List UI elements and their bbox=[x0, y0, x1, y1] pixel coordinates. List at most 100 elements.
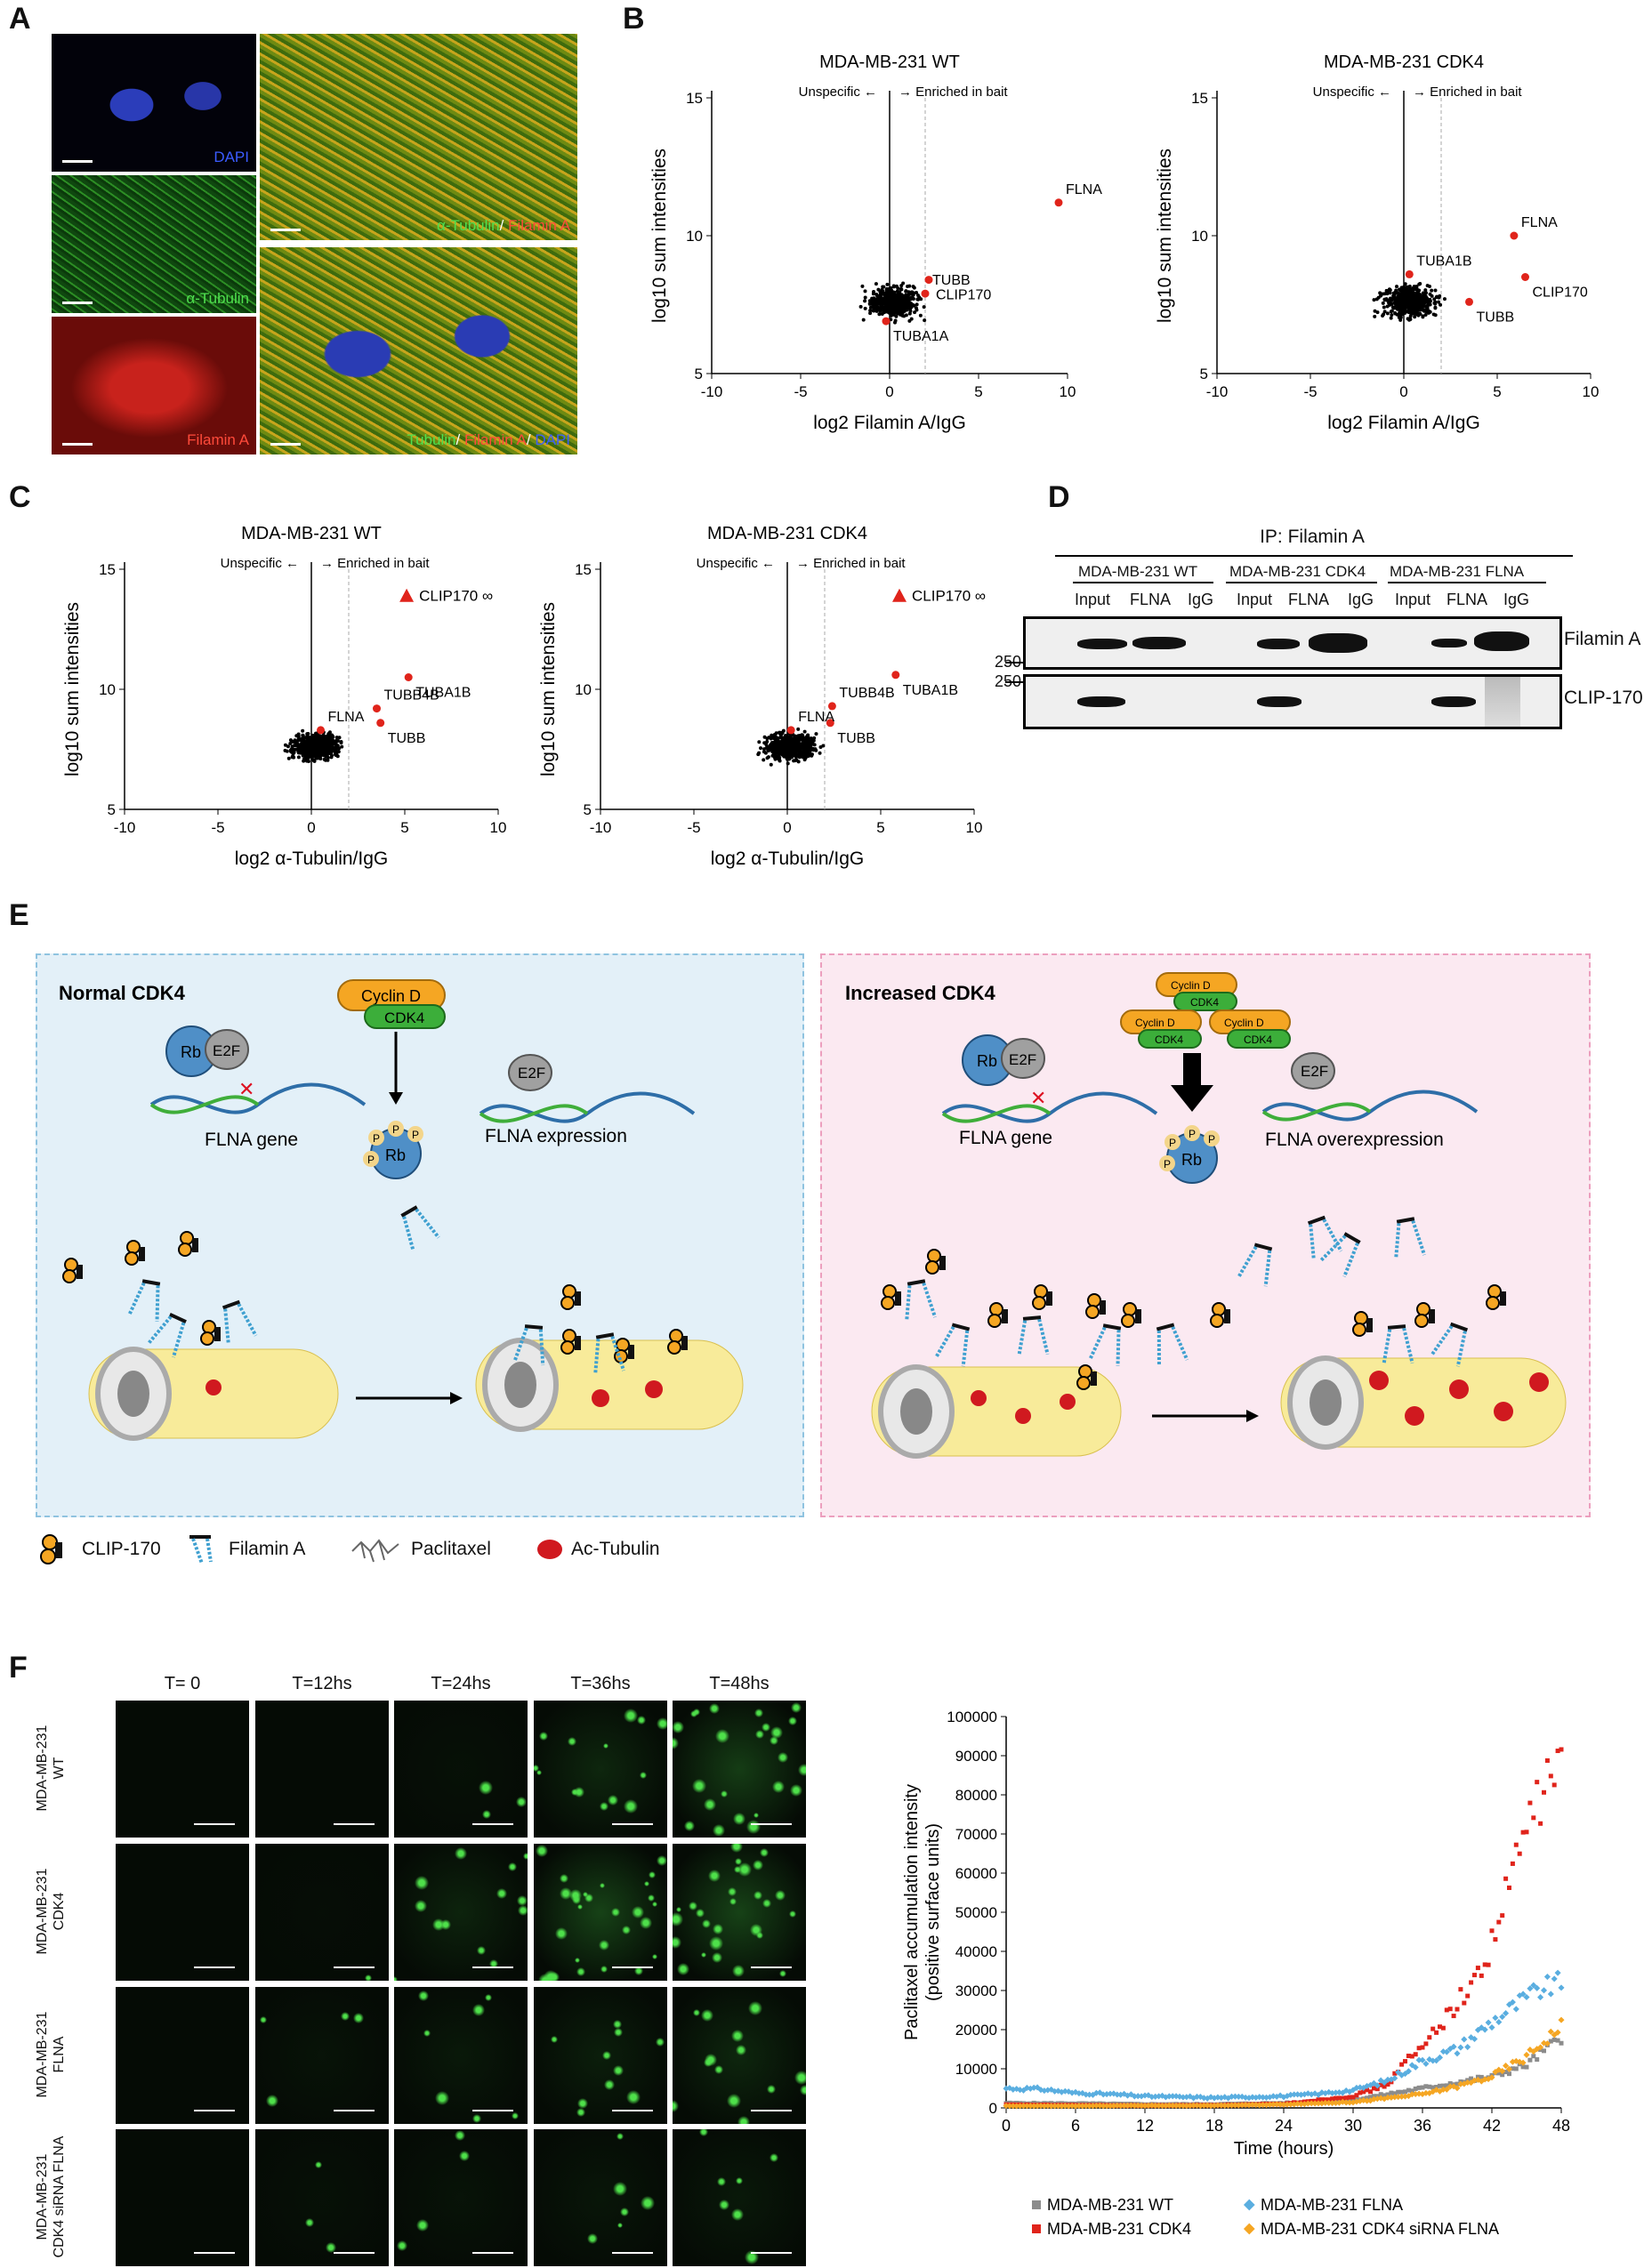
data-point bbox=[303, 751, 308, 755]
data-point bbox=[310, 757, 315, 761]
data-point bbox=[876, 287, 881, 292]
data-point bbox=[319, 753, 324, 758]
data-point bbox=[1386, 290, 1390, 294]
data-point bbox=[1010, 2103, 1017, 2110]
wb-group-rule-2 bbox=[1388, 582, 1546, 583]
data-point bbox=[1180, 2094, 1187, 2101]
data-point bbox=[1391, 2075, 1398, 2082]
data-point bbox=[340, 744, 344, 749]
data-point bbox=[1412, 291, 1416, 295]
data-point bbox=[814, 748, 818, 752]
data-point bbox=[1407, 318, 1412, 322]
data-point bbox=[891, 285, 896, 289]
wb-title: IP: Filamin A bbox=[1260, 527, 1365, 547]
filamin-glyph bbox=[1318, 1232, 1361, 1278]
scale-bar bbox=[472, 1823, 513, 1825]
clip170-glyph bbox=[178, 1231, 198, 1257]
data-point bbox=[1003, 2103, 1010, 2110]
data-point bbox=[888, 303, 892, 308]
data-point bbox=[1343, 2095, 1349, 2101]
x-tick-label: 0 bbox=[1002, 2117, 1011, 2135]
data-point bbox=[1326, 2097, 1332, 2103]
data-point bbox=[1404, 305, 1408, 310]
data-point bbox=[863, 289, 867, 294]
data-point bbox=[912, 291, 916, 295]
data-point bbox=[1430, 288, 1434, 293]
data-point bbox=[1308, 2100, 1315, 2107]
micrograph-merge-tubulin-filamin: α-Tubulin/ Filamin A bbox=[260, 34, 577, 240]
lane-label: Input bbox=[1395, 591, 1431, 608]
data-point bbox=[1554, 1969, 1561, 1976]
data-point bbox=[1447, 2083, 1454, 2090]
row-label: MDA-MB-231 CDK4 siRNA FLNA bbox=[35, 2135, 67, 2258]
data-point bbox=[1398, 294, 1402, 299]
svg-text:CDK4: CDK4 bbox=[1155, 1033, 1183, 1046]
svg-text:Cyclin D: Cyclin D bbox=[361, 987, 421, 1005]
data-point bbox=[1052, 2103, 1059, 2110]
data-point bbox=[1405, 310, 1409, 314]
legend-clip170: CLIP-170 bbox=[82, 1539, 161, 1559]
data-point bbox=[772, 733, 777, 737]
data-point bbox=[1365, 2087, 1370, 2093]
scale-bar bbox=[334, 2252, 375, 2254]
data-point bbox=[902, 298, 907, 302]
highlight-label: TUBA1A bbox=[893, 329, 949, 344]
left-title: Normal CDK4 bbox=[59, 982, 186, 1004]
data-point bbox=[1482, 1962, 1487, 1967]
data-point bbox=[1433, 305, 1438, 310]
data-point bbox=[283, 748, 287, 752]
data-point bbox=[774, 739, 778, 744]
data-point bbox=[1330, 2096, 1335, 2102]
svg-text:Rb: Rb bbox=[385, 1146, 406, 1164]
caption-dapi: DAPI bbox=[214, 149, 249, 165]
data-point bbox=[1187, 2102, 1194, 2109]
highlight-point bbox=[924, 276, 933, 285]
data-point bbox=[1535, 2057, 1540, 2063]
data-point bbox=[806, 733, 810, 737]
data-point bbox=[1373, 309, 1377, 313]
dna-right: ✕ bbox=[941, 1087, 1158, 1123]
data-point bbox=[1368, 2095, 1373, 2100]
x-tick-label: 48 bbox=[1552, 2117, 1570, 2135]
data-point bbox=[806, 736, 810, 741]
data-point bbox=[1385, 2082, 1390, 2087]
data-point bbox=[1403, 290, 1407, 294]
data-point bbox=[1410, 287, 1414, 292]
series bbox=[1003, 1747, 1564, 2109]
time-label: T=12hs bbox=[292, 1674, 352, 1693]
y-tick-label: 80000 bbox=[955, 1787, 997, 1804]
highlight-label: TUBB4B bbox=[839, 686, 894, 701]
wb-title-rule bbox=[1055, 555, 1573, 557]
time-lapse-frame bbox=[534, 1844, 667, 1981]
filamin-glyph bbox=[1394, 1217, 1426, 1259]
data-point bbox=[1368, 2089, 1373, 2095]
y-tick-label: 15 bbox=[1191, 90, 1208, 107]
data-point bbox=[1400, 297, 1405, 302]
legend-label: MDA-MB-231 FLNA bbox=[1261, 2196, 1403, 2214]
data-point bbox=[1326, 2099, 1333, 2106]
y-tick-label: 50000 bbox=[955, 1904, 997, 1921]
data-point bbox=[318, 750, 323, 754]
clip170-glyph bbox=[560, 1329, 581, 1355]
data-point bbox=[871, 292, 875, 296]
data-point bbox=[1454, 2050, 1461, 2057]
data-point bbox=[884, 310, 889, 314]
rb-e2f-complex-right: Rb E2F bbox=[962, 1034, 1045, 1086]
data-point bbox=[1410, 307, 1414, 311]
svg-text:P: P bbox=[412, 1129, 419, 1141]
scale-bar bbox=[472, 1966, 513, 1968]
x-tick-label: 30 bbox=[1344, 2117, 1362, 2135]
highlight-label: FLNA bbox=[1521, 215, 1558, 230]
data-point bbox=[1235, 2102, 1242, 2109]
data-point bbox=[288, 742, 293, 746]
data-point bbox=[1420, 2045, 1425, 2050]
data-point bbox=[762, 758, 766, 762]
data-point bbox=[885, 282, 890, 286]
block-mark: ✕ bbox=[238, 1078, 254, 1100]
data-point bbox=[778, 751, 782, 755]
svg-text:P: P bbox=[1164, 1158, 1171, 1170]
data-point bbox=[765, 739, 770, 744]
data-point bbox=[306, 752, 310, 757]
data-point bbox=[1165, 2102, 1173, 2109]
data-point bbox=[322, 753, 326, 758]
